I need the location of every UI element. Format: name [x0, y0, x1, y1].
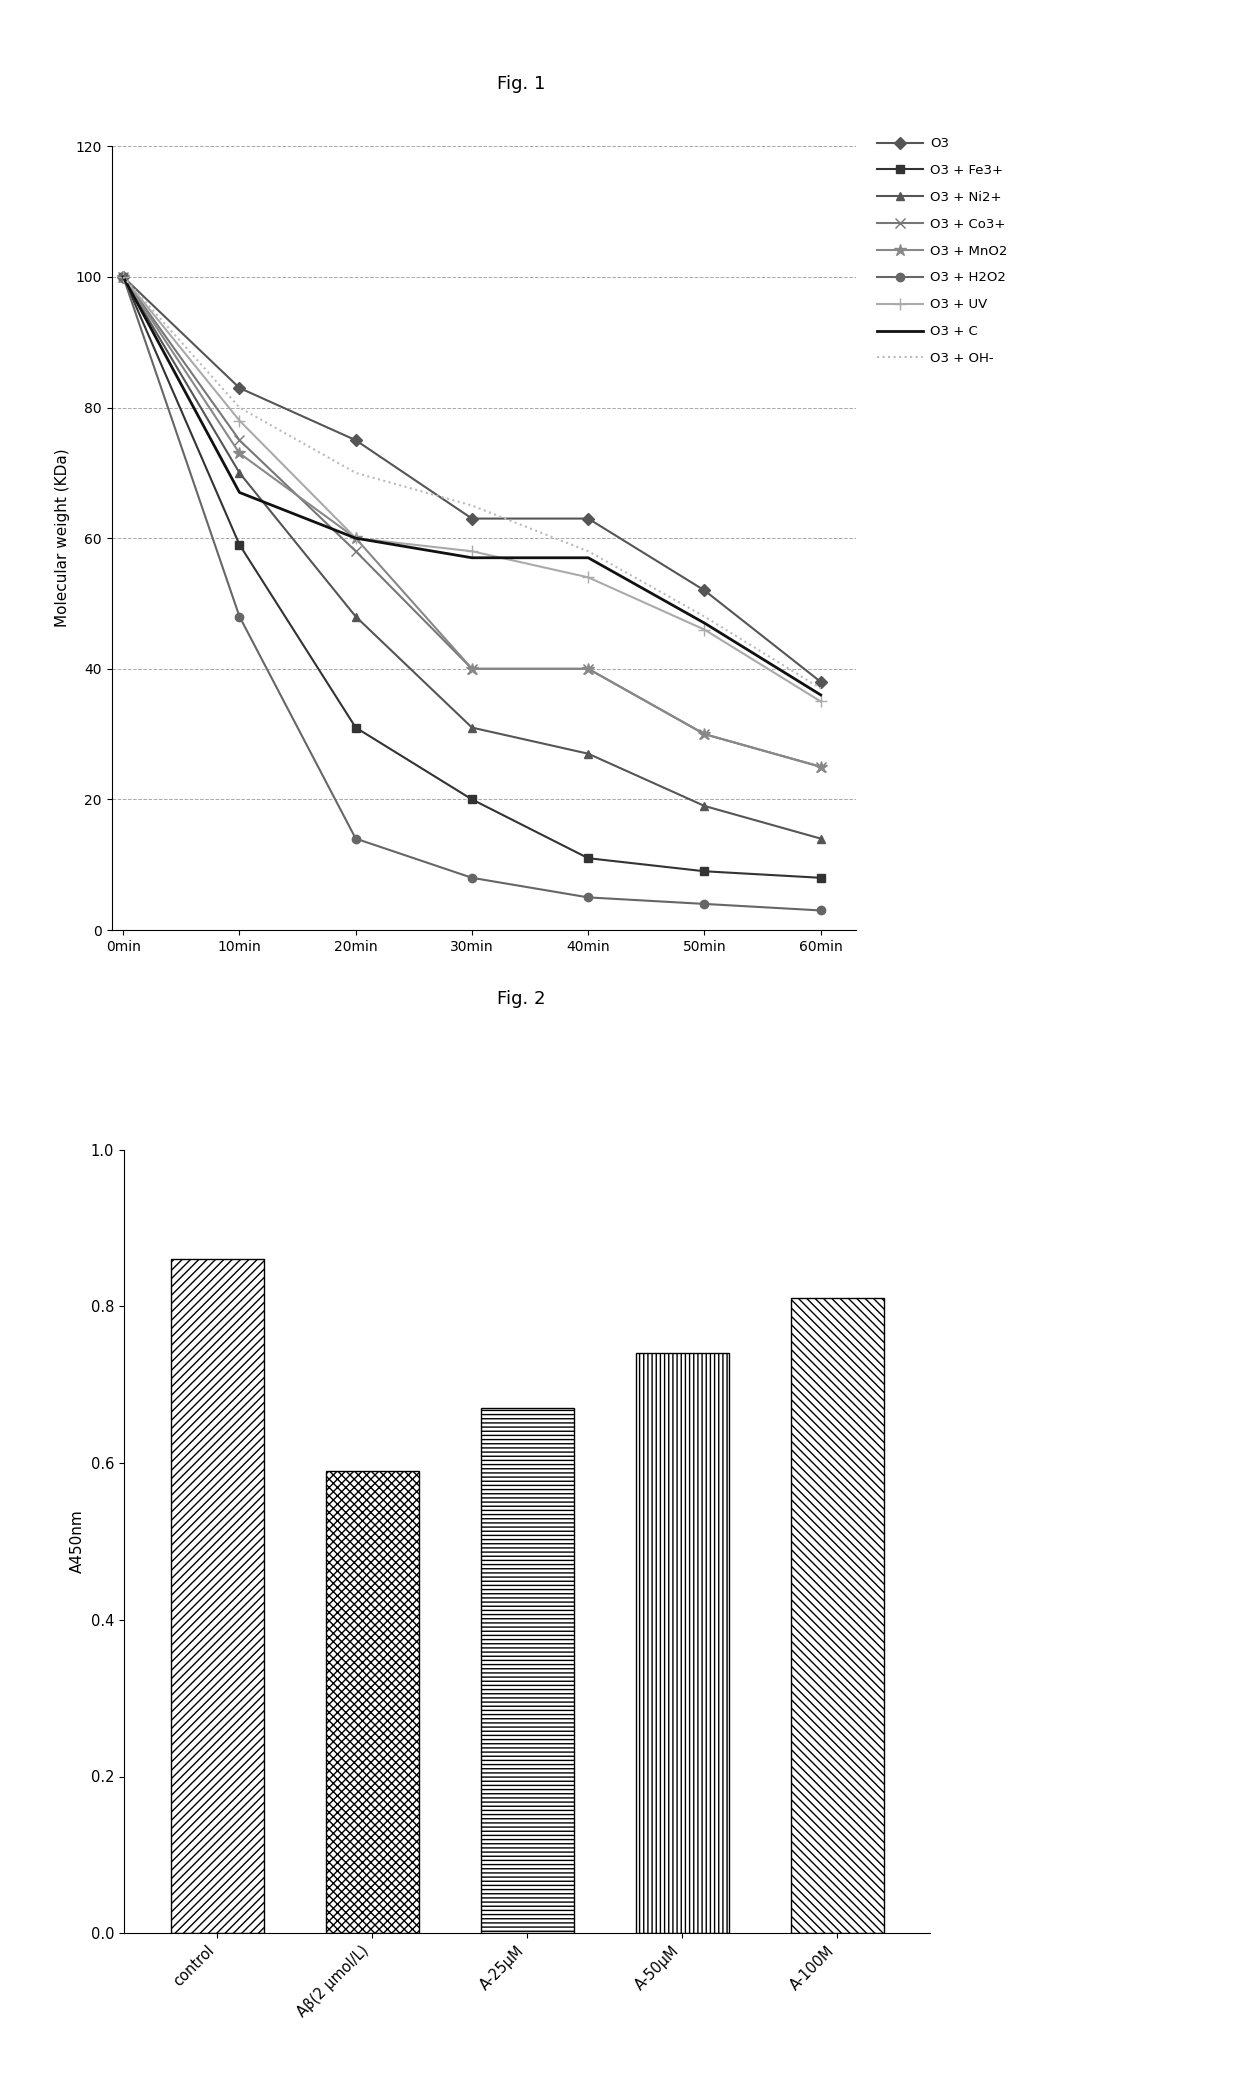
O3 + Co3+ [232, 428, 247, 454]
O3 + Ni2+ [580, 742, 595, 767]
O3 + OH- [580, 539, 595, 564]
Line: O3: O3 [119, 274, 825, 686]
Line: O3 + Co3+: O3 + Co3+ [118, 272, 826, 771]
O3 + Ni2+ [813, 826, 828, 851]
O3 + MnO2 [232, 441, 247, 466]
O3 + UV [348, 525, 363, 550]
O3 + UV [232, 408, 247, 433]
O3 [580, 506, 595, 531]
O3 + Fe3+ [348, 715, 363, 740]
Line: O3 + MnO2: O3 + MnO2 [117, 272, 827, 773]
O3 + H2O2 [115, 263, 130, 288]
O3 + H2O2 [232, 604, 247, 629]
O3 [348, 428, 363, 454]
O3 + UV [813, 690, 828, 715]
O3 [465, 506, 480, 531]
Bar [636, 1354, 729, 1933]
O3 + Fe3+ [697, 859, 712, 884]
O3 [697, 577, 712, 602]
O3 + OH- [115, 263, 130, 288]
Line: O3 + C: O3 + C [123, 276, 821, 694]
O3 + Co3+ [465, 656, 480, 681]
O3 + Co3+ [580, 656, 595, 681]
O3 + UV [465, 539, 480, 564]
Bar [791, 1298, 884, 1933]
O3 + C [115, 263, 130, 288]
O3 + H2O2 [580, 884, 595, 909]
Line: O3 + UV: O3 + UV [118, 272, 826, 706]
O3 + MnO2 [348, 525, 363, 550]
O3 + Ni2+ [465, 715, 480, 740]
Text: Fig. 1: Fig. 1 [496, 75, 546, 92]
O3 + OH- [813, 675, 828, 700]
O3 + C [232, 481, 247, 506]
O3 + OH- [697, 604, 712, 629]
O3 + Fe3+ [580, 846, 595, 872]
O3 + Fe3+ [465, 786, 480, 811]
O3 + C [580, 545, 595, 571]
O3 + Co3+ [115, 263, 130, 288]
O3 + MnO2 [580, 656, 595, 681]
O3 + UV [580, 564, 595, 589]
Line: O3 + OH-: O3 + OH- [123, 276, 821, 688]
Legend: O3, O3 + Fe3+, O3 + Ni2+, O3 + Co3+, O3 + MnO2, O3 + H2O2, O3 + UV, O3 + C, O3 +: O3, O3 + Fe3+, O3 + Ni2+, O3 + Co3+, O3 … [877, 138, 1007, 366]
O3 + MnO2 [813, 754, 828, 780]
O3 + Ni2+ [115, 263, 130, 288]
O3 + C [465, 545, 480, 571]
O3 [813, 669, 828, 694]
O3 + Fe3+ [232, 533, 247, 558]
O3 + H2O2 [465, 865, 480, 890]
O3 + Ni2+ [697, 794, 712, 819]
Bar [171, 1258, 263, 1933]
O3 + OH- [232, 395, 247, 420]
O3 + OH- [348, 460, 363, 485]
O3 + UV [697, 617, 712, 642]
Line: O3 + H2O2: O3 + H2O2 [119, 274, 825, 915]
Y-axis label: A450nm: A450nm [71, 1509, 86, 1574]
O3 + C [348, 525, 363, 550]
Bar [325, 1471, 419, 1933]
O3 + MnO2 [115, 263, 130, 288]
O3 + OH- [465, 493, 480, 518]
O3 + UV [115, 263, 130, 288]
O3 + H2O2 [813, 899, 828, 924]
O3 + Co3+ [697, 721, 712, 746]
O3 + Fe3+ [115, 263, 130, 288]
O3 [115, 263, 130, 288]
Line: O3 + Ni2+: O3 + Ni2+ [119, 274, 825, 842]
O3 + C [813, 681, 828, 706]
O3 + Fe3+ [813, 865, 828, 890]
Y-axis label: Molecular weight (KDa): Molecular weight (KDa) [55, 449, 69, 627]
O3 + H2O2 [697, 890, 712, 915]
Text: Fig. 2: Fig. 2 [496, 991, 546, 1007]
O3 + C [697, 610, 712, 635]
Line: O3 + Fe3+: O3 + Fe3+ [119, 274, 825, 882]
O3 + Co3+ [348, 539, 363, 564]
O3 + MnO2 [465, 656, 480, 681]
O3 + MnO2 [697, 721, 712, 746]
O3 + Co3+ [813, 754, 828, 780]
Bar [481, 1409, 573, 1933]
O3 [232, 376, 247, 401]
O3 + Ni2+ [232, 460, 247, 485]
O3 + Ni2+ [348, 604, 363, 629]
O3 + H2O2 [348, 826, 363, 851]
